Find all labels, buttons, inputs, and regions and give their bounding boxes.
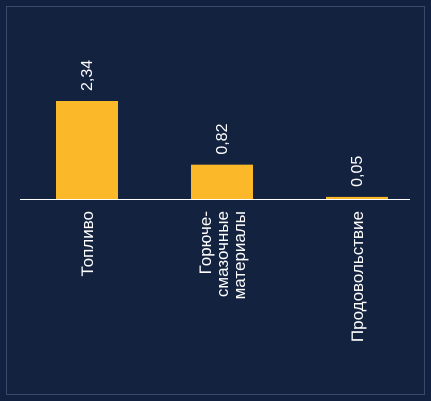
bar-2	[191, 164, 253, 199]
value-label-3: 0,05	[349, 156, 366, 187]
value-label-1: 2,34	[79, 60, 96, 91]
category-label-1: Топливо	[78, 211, 97, 276]
category-label-line: Продовольствие	[348, 211, 367, 342]
category-label-line: Топливо	[78, 211, 97, 276]
value-label-2: 0,82	[214, 123, 231, 154]
chart-frame	[6, 6, 425, 395]
category-label-line: смазочные	[213, 211, 232, 297]
category-label-line: Горюче-	[196, 211, 215, 274]
category-label-2: Горюче-смазочныематериалы	[196, 211, 249, 299]
bar-3	[326, 196, 388, 199]
category-label-line: материалы	[230, 211, 249, 299]
bar-1	[56, 101, 118, 199]
category-label-3: Продовольствие	[348, 211, 367, 342]
